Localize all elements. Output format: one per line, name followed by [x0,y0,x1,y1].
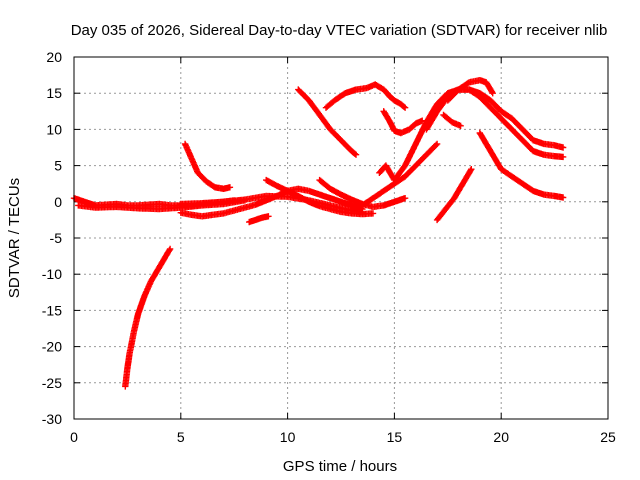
data-marks [444,77,496,104]
x-tick-label: 10 [280,429,296,445]
data-marks [476,129,567,201]
series-sat-m [380,108,426,137]
series-sat-h [263,176,377,218]
series-sat-s [433,166,475,224]
data-marks [295,86,360,158]
data-marks [440,111,464,129]
x-tick-label: 20 [493,429,509,445]
series-sat-i [295,86,360,158]
series-sat-r [440,111,464,129]
x-tick-labels: 0 5 10 15 20 25 [70,429,616,445]
x-tick-label: 0 [70,429,78,445]
data-marks [386,93,409,111]
series-sat-d [181,140,234,192]
x-tick-label: 5 [177,429,185,445]
data-marks [423,86,567,161]
y-tick-labels: -30 -25 -20 -15 -10 -5 0 5 10 15 20 [42,49,62,427]
x-tick-label: 25 [600,429,616,445]
y-tick-label: -15 [42,302,62,318]
data-marks [380,108,426,137]
data-marks [348,140,441,213]
data-marks [433,166,475,224]
y-tick-label: -25 [42,375,62,391]
series-sat-k [322,81,394,111]
x-axis-label: GPS time / hours [283,458,397,475]
y-tick-label: -5 [50,230,63,246]
data-points [70,77,567,390]
x-tick-label: 15 [387,429,403,445]
series-sat-n [348,140,441,213]
data-marks [322,81,394,111]
y-tick-label: -30 [42,411,62,427]
y-tick-label: 15 [46,85,62,101]
y-tick-label: 10 [46,121,62,137]
data-marks [122,245,174,390]
series-sat-l [386,93,409,111]
data-marks [263,176,377,218]
data-marks [181,140,234,192]
series-sat-g [246,213,272,226]
y-tick-label: 5 [54,158,62,174]
y-tick-label: 0 [54,194,62,210]
series-sat-p [423,86,567,161]
data-marks [246,213,272,226]
grid [74,57,608,419]
chart-title: Day 035 of 2026, Sidereal Day-to-day VTE… [71,22,608,39]
y-tick-label: -20 [42,339,62,355]
y-tick-label: 20 [46,49,62,65]
series-sat-q [444,77,496,104]
series-sat-t [476,129,567,201]
y-tick-label: -10 [42,266,62,282]
y-axis-label: SDTVAR / TECUs [6,178,23,298]
series-sat-c [122,245,174,390]
plot-frame [73,56,609,420]
